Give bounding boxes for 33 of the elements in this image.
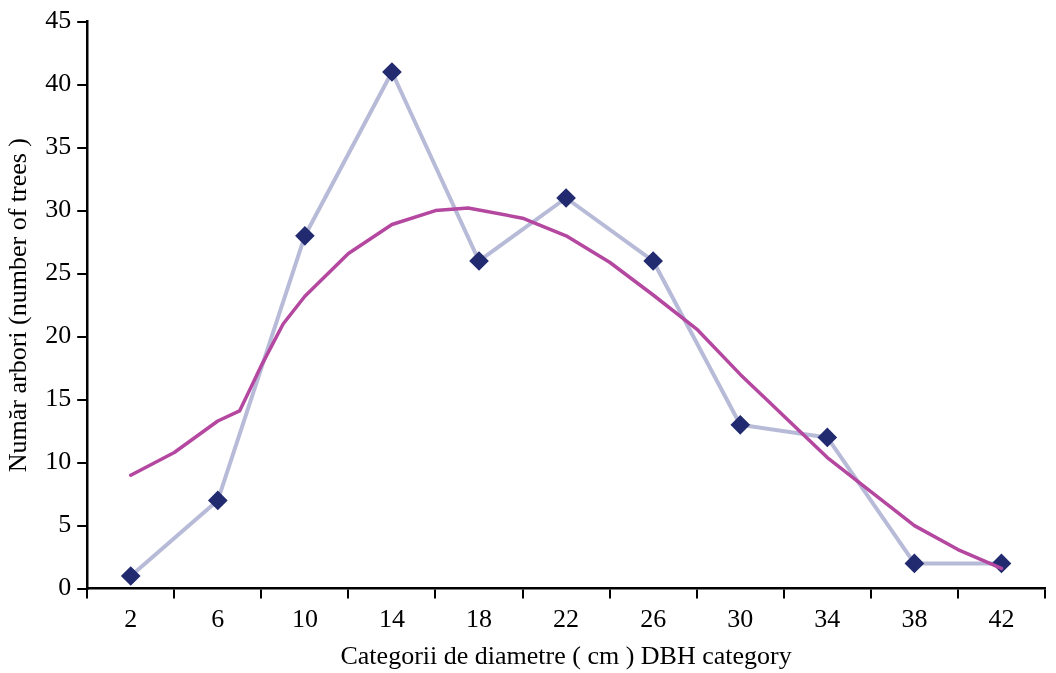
point [905, 554, 924, 573]
y-tick-label: 35 [45, 131, 72, 161]
x-tick-label: 26 [640, 604, 667, 634]
x-tick-label: 14 [378, 604, 405, 634]
y-tick-label: 20 [45, 320, 72, 350]
y-tick-label: 40 [45, 68, 72, 98]
point [208, 491, 227, 510]
x-tick-label: 10 [291, 604, 318, 634]
y-tick-label: 5 [58, 509, 72, 539]
x-tick-label: 34 [814, 604, 841, 634]
x-tick-label: 42 [988, 604, 1015, 634]
point [731, 415, 750, 434]
x-tick-label: 38 [901, 604, 928, 634]
y-tick-label: 0 [58, 572, 72, 602]
y-tick-label: 25 [45, 257, 72, 287]
x-tick-label: 22 [553, 604, 580, 634]
point [557, 189, 576, 207]
point [644, 252, 663, 270]
y-tick-label: 10 [45, 446, 72, 476]
point [382, 63, 401, 81]
x-tick-label: 6 [211, 604, 225, 634]
y-tick-label: 45 [45, 5, 72, 35]
y-tick-label: 30 [45, 194, 72, 224]
point [470, 252, 489, 270]
point [121, 567, 140, 585]
point [295, 226, 314, 245]
y-axis-title: Număr arbori (number of trees ) [3, 137, 33, 473]
point [818, 428, 837, 447]
x-tick-label: 2 [124, 604, 138, 634]
x-tick-label: 18 [466, 604, 493, 634]
x-tick-label: 30 [727, 604, 754, 634]
y-tick-label: 15 [45, 383, 72, 413]
x-axis-title: Categorii de diametre ( cm ) DBH category [340, 641, 792, 671]
